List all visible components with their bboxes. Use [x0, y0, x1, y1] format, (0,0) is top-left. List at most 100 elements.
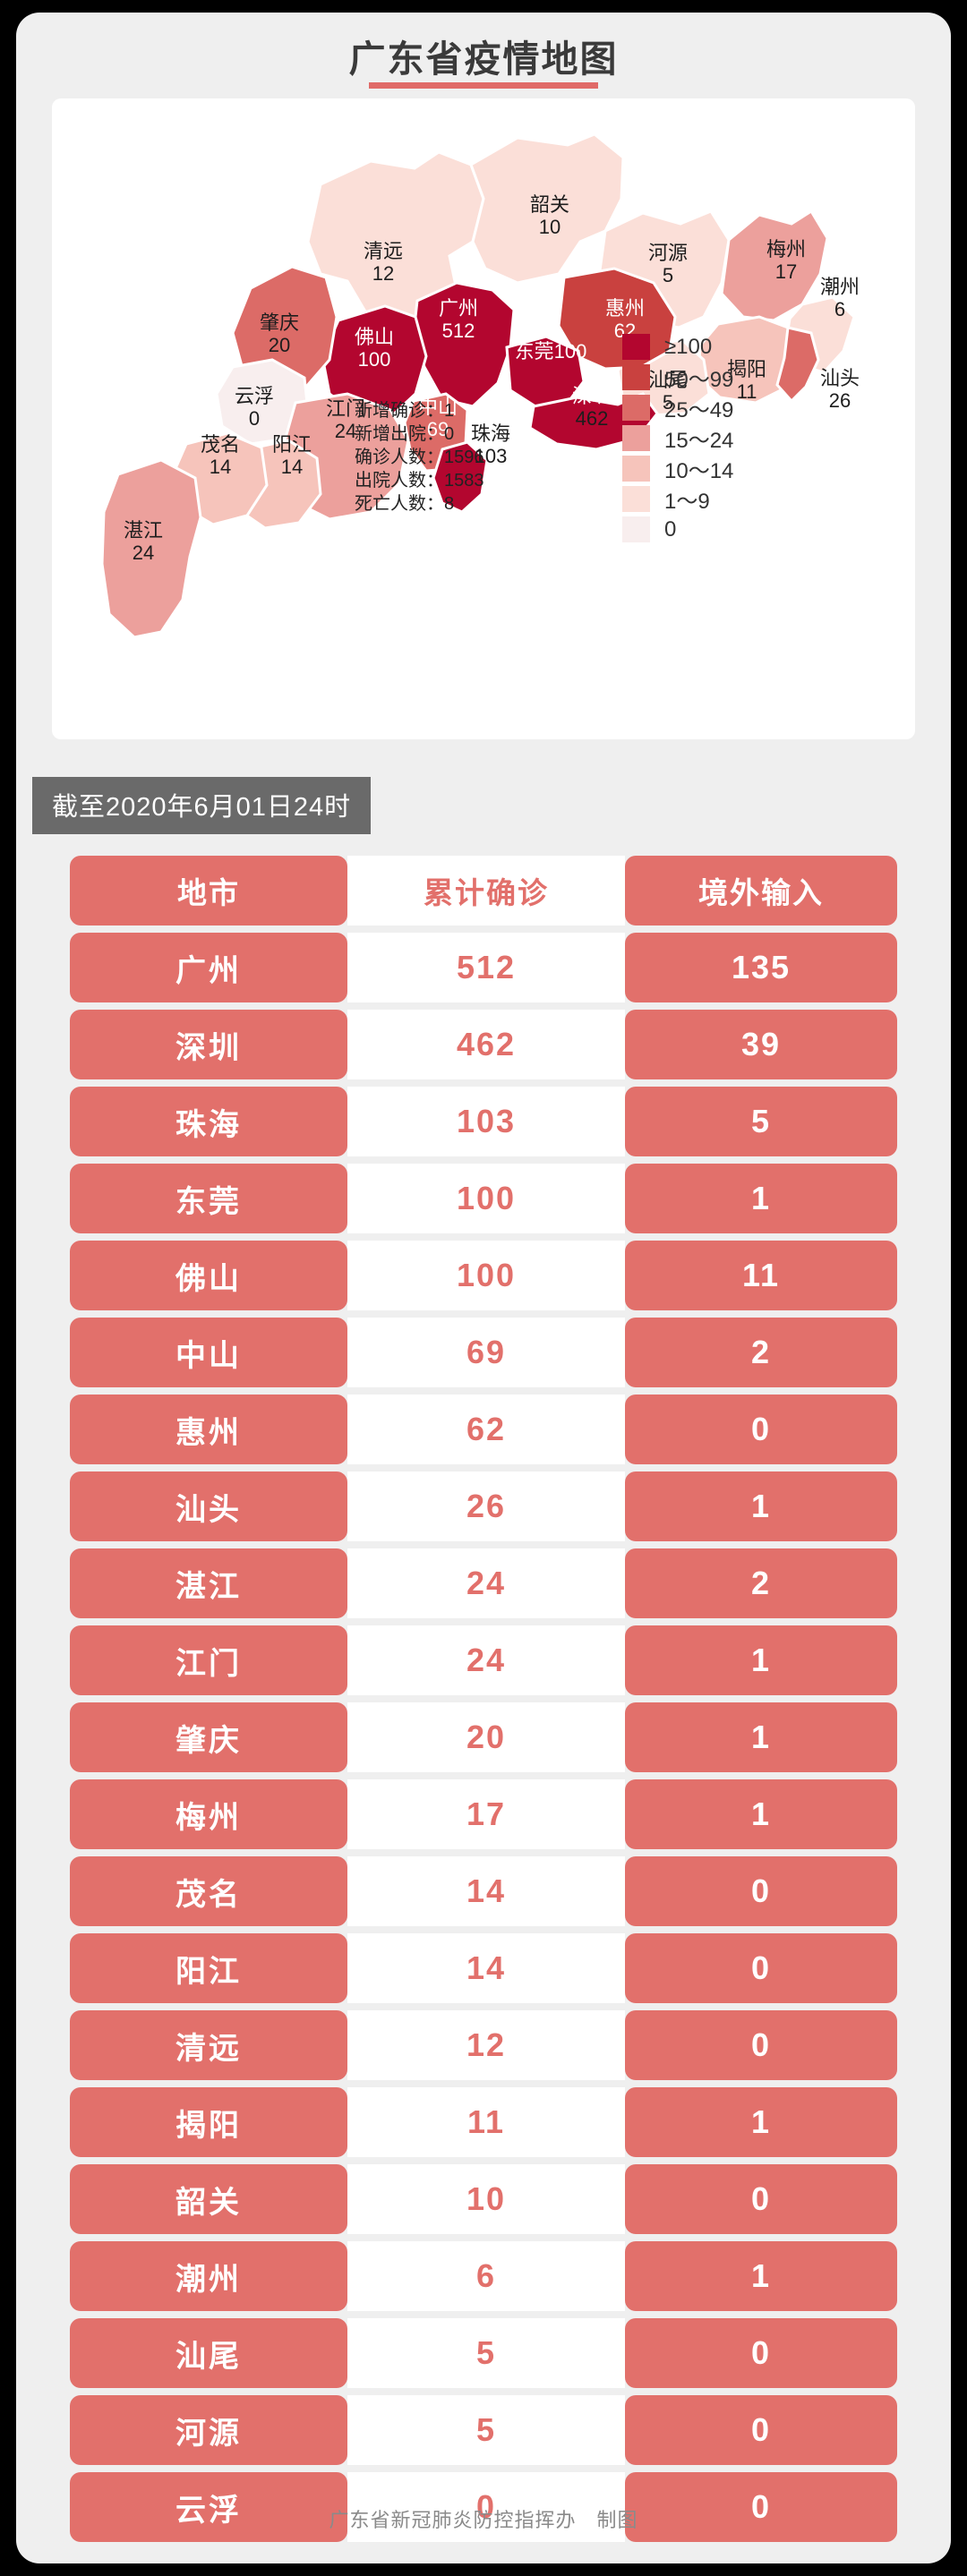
cell-imported: 0 [625, 2164, 897, 2234]
legend-label: ≥100 [664, 334, 713, 359]
cell-imported: 0 [625, 2395, 897, 2465]
stats-table: 地市 累计确诊 境外输入 广州 512 135 深圳 462 39 珠海 103… [70, 856, 897, 2549]
table-row: 珠海 103 5 [70, 1087, 897, 1156]
legend-item: 50～99 [622, 363, 734, 392]
cell-city: 潮州 [70, 2241, 347, 2311]
legend-item: 10～14 [622, 455, 734, 483]
cell-imported: 0 [625, 1856, 897, 1926]
cell-confirmed: 100 [347, 1241, 625, 1310]
column-header-confirmed: 累计确诊 [347, 856, 625, 925]
cell-imported: 0 [625, 2318, 897, 2388]
table-row: 茂名 14 0 [70, 1856, 897, 1926]
region-shaoguan [469, 132, 625, 285]
cell-imported: 1 [625, 1164, 897, 1233]
cell-confirmed: 11 [347, 2087, 625, 2157]
stat-new-confirmed: 新增确诊：1 [355, 401, 455, 421]
stat-new-discharged: 新增出院：0 [355, 424, 455, 444]
map-panel: 韶关 10 清远 12 河源 5 梅州 17 潮州 6 揭阳 11 汕头 26 汕尾 5 肇庆 2… [52, 98, 915, 739]
table-row: 江门 24 1 [70, 1625, 897, 1695]
cell-confirmed: 103 [347, 1087, 625, 1156]
legend-label: 25～49 [664, 398, 734, 422]
table-row: 广州 512 135 [70, 933, 897, 1002]
legend-swatch-15-24 [622, 425, 650, 451]
cell-imported: 135 [625, 933, 897, 1002]
table-row: 潮州 6 1 [70, 2241, 897, 2311]
table-row: 深圳 462 39 [70, 1010, 897, 1079]
cell-confirmed: 14 [347, 1856, 625, 1926]
table-row: 云浮 0 0 [70, 2472, 897, 2542]
cell-imported: 0 [625, 1395, 897, 1464]
cell-city: 河源 [70, 2395, 347, 2465]
cell-imported: 1 [625, 1471, 897, 1541]
cell-city: 汕头 [70, 1471, 347, 1541]
date-banner: 截至2020年6月01日24时 [32, 777, 372, 834]
header: 广东省疫情地图 [16, 13, 951, 91]
table-row: 阳江 14 0 [70, 1933, 897, 2003]
stat-total-deaths: 死亡人数：8 [355, 494, 455, 514]
cell-confirmed: 462 [347, 1010, 625, 1079]
cell-city: 惠州 [70, 1395, 347, 1464]
cell-imported: 39 [625, 1010, 897, 1079]
cell-city: 韶关 [70, 2164, 347, 2234]
cell-confirmed: 24 [347, 1625, 625, 1695]
cell-city: 梅州 [70, 1779, 347, 1849]
title-underline [369, 82, 598, 89]
cell-city: 汕尾 [70, 2318, 347, 2388]
legend-item: 1～9 [622, 485, 733, 514]
cell-confirmed: 20 [347, 1702, 625, 1772]
legend-swatch-50-99 [622, 364, 650, 390]
cell-city: 中山 [70, 1318, 347, 1387]
cell-confirmed: 26 [347, 1471, 625, 1541]
cell-imported: 2 [625, 1318, 897, 1387]
cell-imported: 1 [625, 2241, 897, 2311]
cell-imported: 0 [625, 2010, 897, 2080]
cell-confirmed: 5 [347, 2395, 625, 2465]
cell-confirmed: 62 [347, 1395, 625, 1464]
region-zhuhai [432, 440, 489, 514]
stat-total-discharged: 出院人数：1583 [355, 471, 484, 490]
legend-swatch-0 [622, 516, 650, 542]
table-row: 佛山 100 11 [70, 1241, 897, 1310]
table-row: 汕头 26 1 [70, 1471, 897, 1541]
region-foshan [321, 304, 428, 419]
table-row: 河源 5 0 [70, 2395, 897, 2465]
page-title: 广东省疫情地图 [348, 38, 619, 80]
column-header-imported: 境外输入 [625, 856, 897, 925]
cell-city: 茂名 [70, 1856, 347, 1926]
legend-label: 10～14 [664, 459, 734, 483]
legend-item: 0 [622, 516, 733, 543]
cell-confirmed: 17 [347, 1779, 625, 1849]
cell-imported: 11 [625, 1241, 897, 1310]
cell-city: 珠海 [70, 1087, 347, 1156]
legend-swatch-1-9 [622, 486, 650, 512]
cell-city: 云浮 [70, 2472, 347, 2542]
legend-swatch-25-49 [622, 395, 650, 421]
region-shantou [775, 326, 820, 404]
cell-confirmed: 12 [347, 2010, 625, 2080]
cell-imported: 1 [625, 1702, 897, 1772]
legend-item: 25～49 [622, 394, 733, 422]
legend-label: 1～9 [664, 490, 710, 514]
cell-confirmed: 100 [347, 1164, 625, 1233]
table-row: 梅州 17 1 [70, 1779, 897, 1849]
infographic-card: 广东省疫情地图 [16, 13, 951, 2563]
legend-swatch-10-14 [622, 456, 650, 482]
cell-imported: 1 [625, 2087, 897, 2157]
table-row: 韶关 10 0 [70, 2164, 897, 2234]
cell-city: 湛江 [70, 1548, 347, 1618]
cell-imported: 1 [625, 1625, 897, 1695]
guangdong-map [100, 132, 856, 639]
legend-label: 50～99 [664, 368, 734, 392]
legend-swatch-ge100 [622, 334, 650, 360]
cell-imported: 0 [625, 2472, 897, 2542]
cell-city: 肇庆 [70, 1702, 347, 1772]
legend-item: ≥100 [622, 333, 733, 361]
cell-imported: 5 [625, 1087, 897, 1156]
cell-city: 佛山 [70, 1241, 347, 1310]
column-header-city: 地市 [70, 856, 347, 925]
legend-item: 15～24 [622, 424, 733, 453]
cell-city: 广州 [70, 933, 347, 1002]
cell-confirmed: 6 [347, 2241, 625, 2311]
cell-confirmed: 14 [347, 1933, 625, 2003]
table-row: 东莞 100 1 [70, 1164, 897, 1233]
